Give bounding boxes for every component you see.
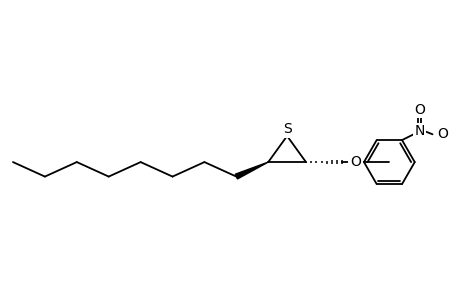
- Text: N: N: [414, 124, 424, 138]
- Polygon shape: [235, 162, 268, 179]
- Text: O: O: [436, 127, 447, 141]
- Text: O: O: [349, 155, 360, 169]
- Text: O: O: [413, 103, 424, 117]
- Text: S: S: [282, 122, 291, 136]
